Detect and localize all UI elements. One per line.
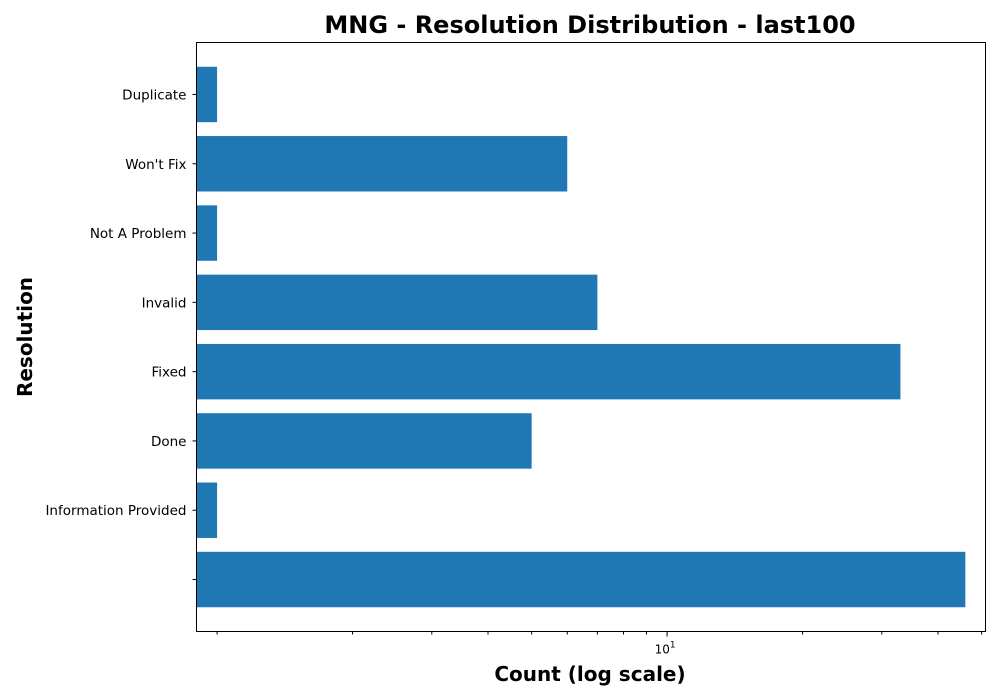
y-tick-label: Not A Problem xyxy=(90,226,187,242)
y-tick-label: Done xyxy=(151,434,187,450)
bar-done xyxy=(196,413,532,469)
bar-not-a-problem xyxy=(196,205,218,261)
bar-unlabeled-7 xyxy=(196,551,966,608)
y-tick-label: Fixed xyxy=(152,365,187,381)
plot-frame xyxy=(196,42,986,632)
bar-duplicate xyxy=(196,66,218,123)
bar-invalid xyxy=(196,274,598,331)
y-axis: Duplicate Won't Fix Not A Problem Invalid Fi… xyxy=(45,87,197,581)
bars-group xyxy=(196,66,966,608)
x-tick-label: 101 xyxy=(655,641,676,657)
x-axis: 101 xyxy=(216,631,983,657)
y-axis-label: Resolution xyxy=(13,277,37,397)
bar-won-t-fix xyxy=(196,136,568,192)
y-tick-label: Information Provided xyxy=(45,503,186,519)
y-tick-label: Duplicate xyxy=(122,87,186,103)
y-tick-label: Invalid xyxy=(142,295,187,311)
bar-information-provided xyxy=(196,482,218,538)
bar-fixed xyxy=(196,343,901,400)
y-tick-label: Won't Fix xyxy=(125,157,186,173)
chart-title: MNG - Resolution Distribution - last100 xyxy=(324,11,855,39)
x-axis-label: Count (log scale) xyxy=(494,662,685,686)
